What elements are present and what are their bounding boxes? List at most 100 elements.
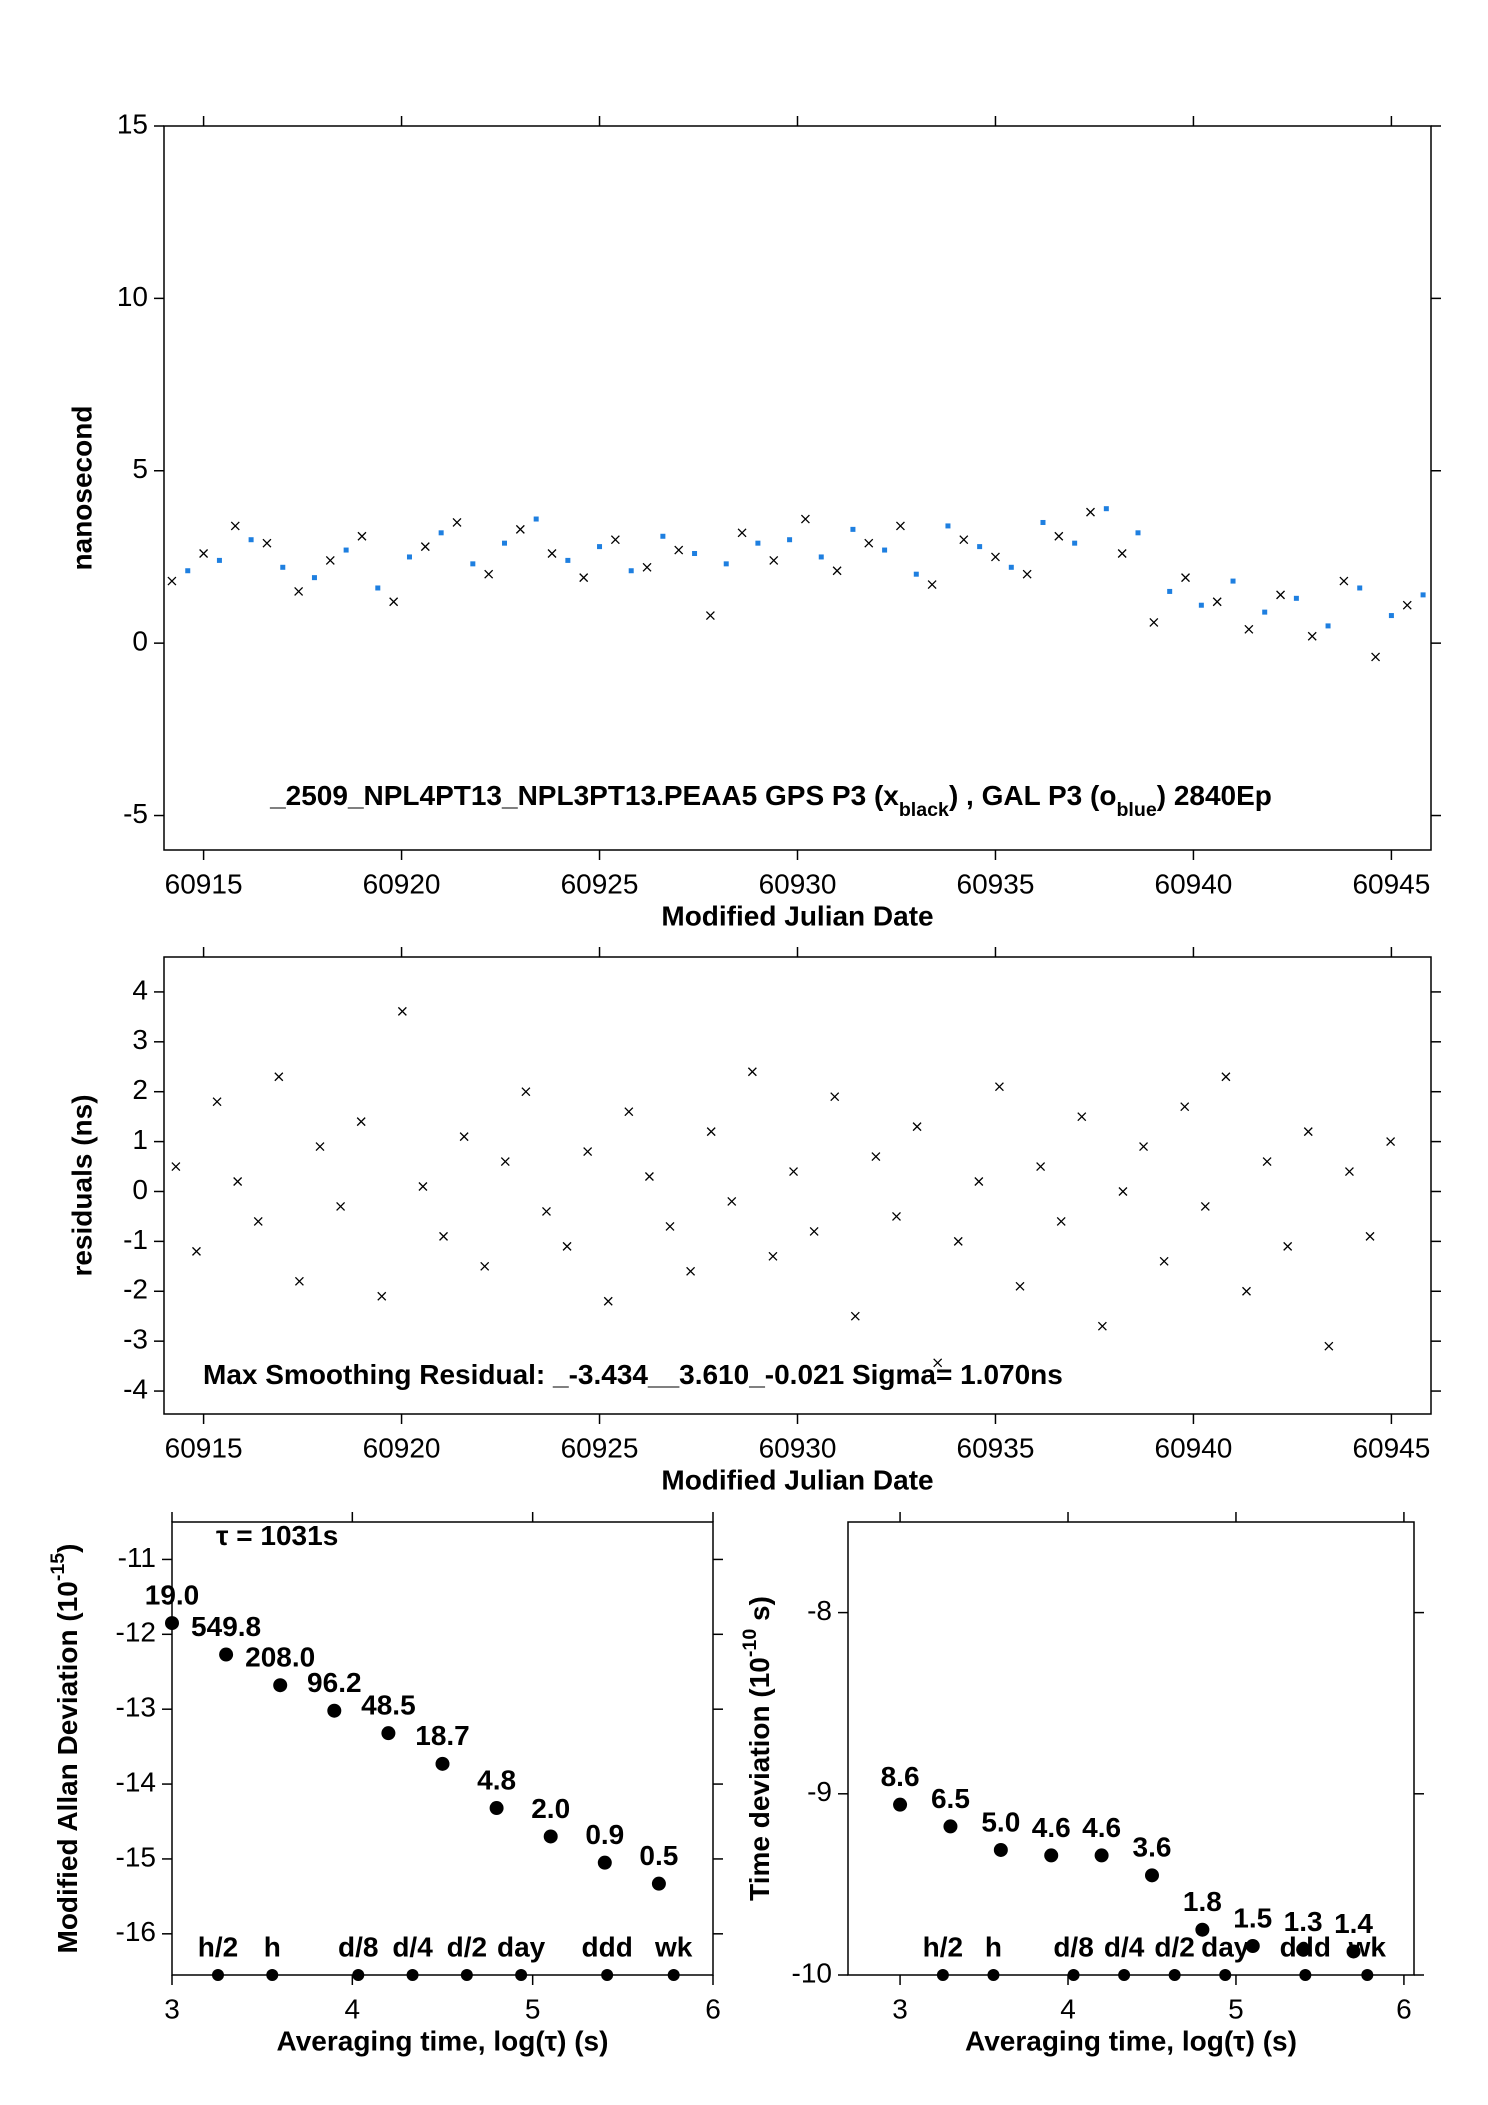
plot-frame: [847, 1521, 1415, 1976]
annotation: Max Smoothing Residual: _-3.434__3.610_-…: [203, 1359, 1063, 1390]
reference-mark: [1118, 1969, 1131, 1981]
point: [452, 518, 462, 527]
point: [1365, 1231, 1375, 1241]
point-label: 4.8: [477, 1764, 516, 1795]
plot-frame: [171, 1521, 714, 1976]
point: [809, 1226, 819, 1236]
point: [1303, 1127, 1313, 1137]
point: [515, 524, 525, 534]
point: [945, 523, 951, 529]
x-tick-label: 60915: [165, 1432, 243, 1463]
point: [651, 1876, 666, 1891]
point: [871, 1152, 881, 1162]
point: [435, 1756, 450, 1771]
x-axis-title: Averaging time, log(τ) (s): [965, 2025, 1297, 2056]
point: [727, 1197, 737, 1206]
point: [1244, 624, 1254, 634]
reference-mark: [406, 1969, 419, 1981]
point: [1008, 564, 1014, 570]
reference-label: d/4: [1104, 1931, 1145, 1962]
annotation-part: ) 2840Ep: [1157, 780, 1272, 811]
y-tick-label: -12: [116, 1617, 156, 1648]
x-tick-label: 5: [1228, 1993, 1244, 2024]
x-tick-label: 60925: [561, 868, 639, 899]
point: [1036, 1162, 1046, 1171]
point: [280, 564, 286, 570]
reference-mark: [1219, 1969, 1232, 1981]
point-label: 549.8: [191, 1611, 261, 1642]
point: [1283, 1241, 1293, 1251]
point: [233, 1177, 243, 1186]
point: [542, 1206, 551, 1216]
y-tick-label: 15: [117, 108, 148, 139]
annotation: τ = 1031s: [216, 1520, 338, 1551]
point: [1077, 1112, 1087, 1122]
y-axis-title-part: -10: [739, 1629, 761, 1657]
annotation-part: τ = 1031s: [216, 1520, 338, 1551]
reference-label: h/2: [923, 1931, 963, 1962]
point: [1181, 573, 1190, 583]
point: [706, 1127, 716, 1137]
point: [1420, 592, 1426, 598]
point: [1386, 1137, 1396, 1147]
point: [262, 538, 272, 548]
reference-label: d/8: [338, 1931, 378, 1962]
point: [294, 1276, 304, 1286]
y-tick-label: -16: [116, 1916, 156, 1947]
point: [692, 551, 698, 557]
reference-mark: [1067, 1969, 1080, 1981]
point: [1180, 1102, 1190, 1112]
x-tick-label: 4: [1060, 1993, 1076, 2024]
point: [1159, 1256, 1169, 1266]
point: [406, 554, 412, 560]
point: [1144, 1868, 1159, 1883]
point: [1325, 623, 1331, 629]
point: [624, 1107, 634, 1117]
annotation-part: black: [899, 799, 949, 821]
point-label: 96.2: [307, 1667, 362, 1698]
point: [212, 1097, 222, 1107]
point: [1198, 602, 1204, 608]
point: [800, 514, 810, 524]
point: [418, 1182, 428, 1191]
y-tick-label: -9: [807, 1776, 832, 1807]
point: [543, 1829, 558, 1844]
y-axis-title-part: -15: [47, 1553, 69, 1581]
point-label: 6.5: [931, 1783, 970, 1814]
point: [327, 1703, 342, 1718]
y-tick-label: 0: [132, 626, 148, 657]
point-label: 3.6: [1133, 1832, 1172, 1863]
point: [219, 1647, 234, 1662]
reference-label: ddd: [581, 1931, 632, 1962]
point-label: 208.0: [245, 1642, 315, 1673]
x-tick-label: 60940: [1155, 1432, 1233, 1463]
y-tick-label: 0: [132, 1174, 148, 1205]
point: [1344, 1167, 1354, 1176]
point: [381, 1726, 396, 1741]
point: [768, 1251, 778, 1261]
point: [1149, 617, 1159, 627]
point: [913, 571, 919, 577]
point: [489, 1801, 504, 1816]
y-tick-label: -15: [116, 1841, 156, 1872]
x-axis-title: Averaging time, log(τ) (s): [277, 2025, 609, 2056]
point: [832, 566, 842, 576]
point: [1117, 549, 1127, 558]
reference-mark: [1361, 1969, 1374, 1981]
point: [311, 575, 317, 581]
point: [167, 576, 177, 586]
annotation-part: _2509_NPL4PT13_NPL3PT13.PEAA5 GPS P3 (x: [269, 780, 899, 811]
x-tick-label: 5: [525, 1993, 541, 2024]
point: [336, 1201, 346, 1211]
point: [500, 1157, 510, 1167]
point: [315, 1142, 325, 1152]
point: [1388, 613, 1394, 619]
point: [893, 1797, 908, 1812]
point-label: 5.0: [981, 1806, 1020, 1837]
point: [1357, 585, 1363, 591]
x-tick-label: 60940: [1155, 868, 1233, 899]
y-tick-label: -8: [807, 1595, 832, 1626]
point: [723, 561, 729, 567]
point: [1054, 531, 1064, 541]
